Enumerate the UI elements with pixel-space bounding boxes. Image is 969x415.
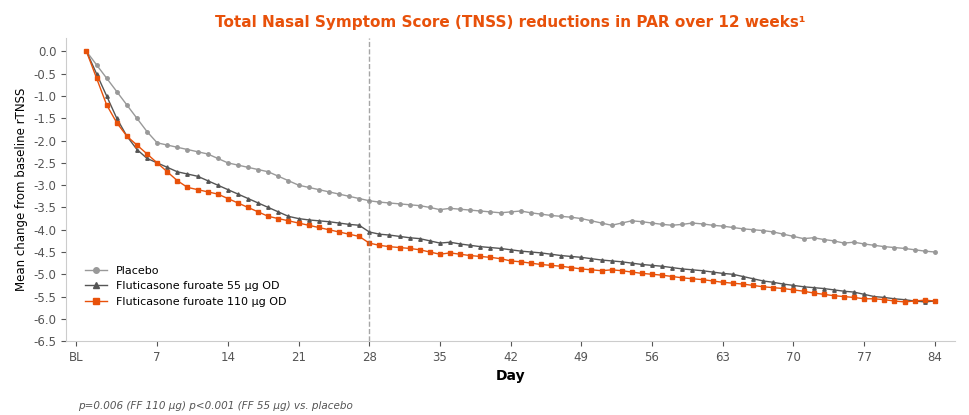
Line: Placebo: Placebo	[84, 50, 936, 254]
Fluticasone furoate 110 μg OD	[928, 298, 940, 303]
Fluticasone furoate 110 μg OD	[80, 49, 92, 54]
Fluticasone furoate 55 μg OD	[918, 299, 929, 304]
Placebo	[222, 160, 234, 165]
Y-axis label: Mean change from baseline rTNSS: Mean change from baseline rTNSS	[15, 88, 28, 291]
Fluticasone furoate 55 μg OD	[928, 298, 940, 303]
Fluticasone furoate 110 μg OD	[897, 299, 909, 304]
Fluticasone furoate 55 μg OD	[222, 187, 234, 192]
X-axis label: Day: Day	[495, 369, 525, 383]
Fluticasone furoate 110 μg OD	[343, 232, 355, 237]
Fluticasone furoate 110 μg OD	[222, 196, 234, 201]
Placebo	[80, 49, 92, 54]
Placebo	[343, 194, 355, 199]
Fluticasone furoate 110 μg OD	[373, 243, 385, 248]
Placebo	[504, 210, 516, 215]
Fluticasone furoate 55 μg OD	[878, 295, 890, 300]
Fluticasone furoate 55 μg OD	[332, 220, 344, 225]
Fluticasone furoate 55 μg OD	[80, 49, 92, 54]
Fluticasone furoate 110 μg OD	[504, 259, 516, 264]
Legend: Placebo, Fluticasone furoate 55 μg OD, Fluticasone furoate 110 μg OD: Placebo, Fluticasone furoate 55 μg OD, F…	[80, 261, 291, 311]
Placebo	[928, 249, 940, 254]
Text: p=0.006 (FF 110 μg) p<0.001 (FF 55 μg) vs. placebo: p=0.006 (FF 110 μg) p<0.001 (FF 55 μg) v…	[78, 401, 352, 411]
Line: Fluticasone furoate 55 μg OD: Fluticasone furoate 55 μg OD	[84, 50, 936, 304]
Fluticasone furoate 55 μg OD	[373, 232, 385, 237]
Line: Fluticasone furoate 110 μg OD: Fluticasone furoate 110 μg OD	[84, 50, 936, 304]
Placebo	[878, 244, 890, 249]
Fluticasone furoate 110 μg OD	[878, 297, 890, 302]
Placebo	[332, 192, 344, 197]
Fluticasone furoate 55 μg OD	[504, 247, 516, 252]
Placebo	[373, 200, 385, 205]
Fluticasone furoate 55 μg OD	[343, 222, 355, 227]
Fluticasone furoate 110 μg OD	[332, 229, 344, 234]
Title: Total Nasal Symptom Score (TNSS) reductions in PAR over 12 weeks¹: Total Nasal Symptom Score (TNSS) reducti…	[215, 15, 805, 30]
